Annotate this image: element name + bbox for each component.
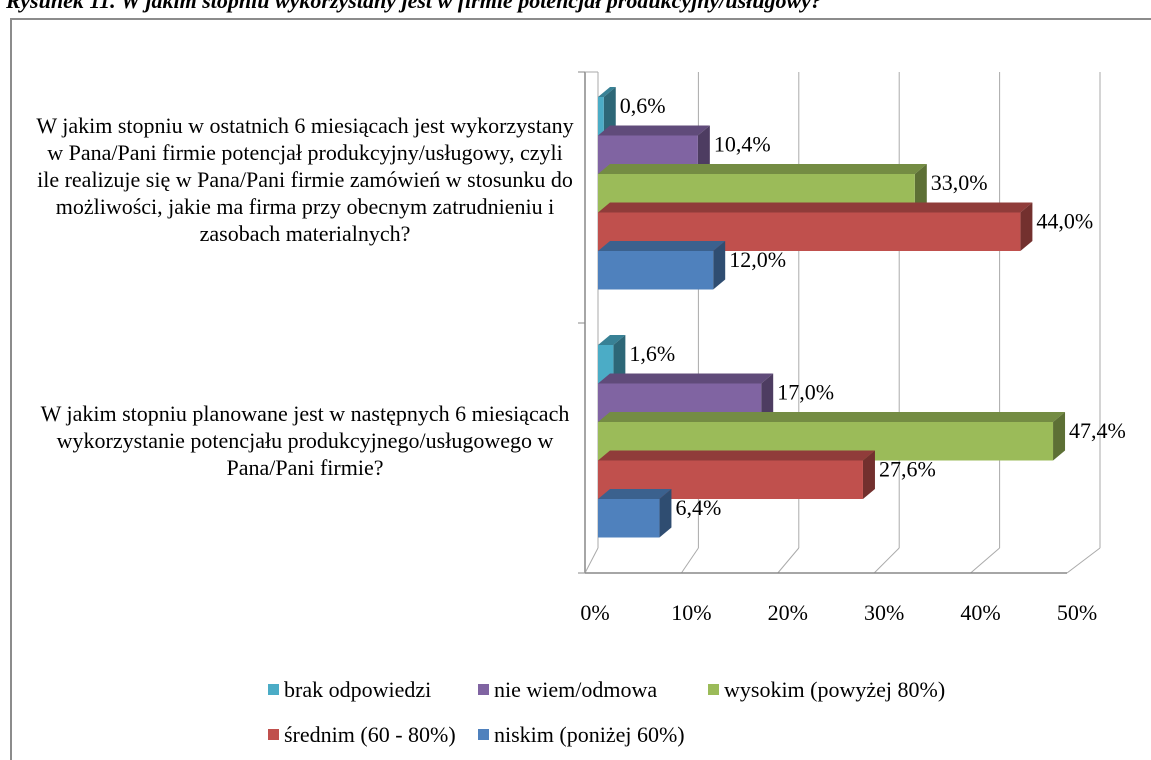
- bar-top: [598, 164, 927, 174]
- x-tick-label: 0%: [580, 600, 609, 625]
- x-tick-label: 20%: [768, 600, 808, 625]
- bar-3d: [598, 87, 616, 136]
- legend-label: brak odpowiedzi: [284, 677, 431, 702]
- grid-line-floor: [873, 547, 900, 574]
- bar-top: [598, 489, 672, 499]
- bar: [598, 499, 660, 538]
- bar-top: [598, 125, 710, 136]
- bar-side: [862, 450, 875, 499]
- bar: [598, 97, 604, 136]
- value-label: 6,4%: [675, 495, 721, 520]
- bar-side: [1053, 412, 1066, 461]
- bar-side: [659, 489, 672, 538]
- value-label: 0,6%: [620, 93, 666, 118]
- grid-line-floor: [1066, 547, 1101, 574]
- value-label: 12,0%: [729, 247, 786, 272]
- legend-label: średnim (60 - 80%): [284, 722, 456, 747]
- value-label: 1,6%: [629, 341, 675, 366]
- bar-top: [598, 412, 1066, 422]
- legend-label: wysokim (powyżej 80%): [724, 677, 945, 702]
- bar-side: [603, 87, 616, 136]
- bar-top: [598, 335, 626, 345]
- bar-top: [598, 241, 726, 251]
- bar-side: [697, 125, 710, 174]
- chart-frame: [10, 18, 1151, 760]
- x-tick-label: 50%: [1057, 600, 1097, 625]
- bar-3d: [598, 489, 672, 538]
- legend-label: niskim (poniżej 60%): [494, 722, 685, 747]
- chart-title: Rysunek 11. W jakim stopniu wykorzystany…: [5, 0, 822, 13]
- x-tick-label: 40%: [960, 600, 1000, 625]
- legend-swatch: [268, 729, 279, 740]
- grid-line-floor: [584, 547, 599, 574]
- grid-line-floor: [777, 547, 800, 574]
- value-label: 33,0%: [931, 170, 988, 195]
- x-tick-label: 10%: [671, 600, 711, 625]
- bar-3d: [598, 241, 726, 290]
- value-label: 27,6%: [879, 457, 936, 482]
- category-label: W jakim stopniu w ostatnich 6 miesiącach…: [36, 113, 574, 246]
- value-label: 10,4%: [714, 132, 771, 157]
- legend-swatch: [478, 729, 489, 740]
- category-label: W jakim stopniu planowane jest w następn…: [40, 401, 570, 480]
- grid-line-floor: [970, 547, 1000, 574]
- bar: [598, 251, 714, 290]
- value-label: 17,0%: [777, 380, 834, 405]
- legend-label: nie wiem/odmowa: [494, 677, 657, 702]
- bar-side: [914, 164, 927, 213]
- bar-side: [713, 241, 726, 290]
- bar-top: [598, 450, 875, 461]
- legend-swatch: [708, 684, 719, 695]
- value-label: 47,4%: [1069, 418, 1126, 443]
- x-tick-label: 30%: [864, 600, 904, 625]
- bar-top: [598, 202, 1033, 213]
- bar-side: [761, 373, 774, 422]
- grid-line-floor: [680, 547, 699, 574]
- bar-top: [598, 87, 616, 97]
- bar-side: [1020, 202, 1033, 251]
- legend-swatch: [478, 684, 489, 695]
- legend-swatch: [268, 684, 279, 695]
- bar-side: [613, 335, 626, 384]
- bar-3d: [598, 335, 626, 384]
- bar-top: [598, 373, 774, 384]
- value-label: 44,0%: [1036, 209, 1093, 234]
- bar: [598, 345, 614, 384]
